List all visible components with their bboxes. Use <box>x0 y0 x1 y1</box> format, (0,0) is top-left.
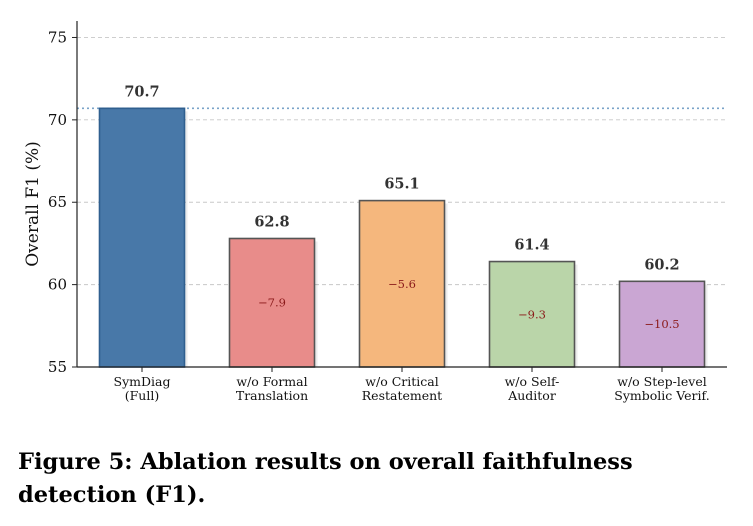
bar-delta-label: −9.3 <box>518 307 546 321</box>
bar-value-label: 65.1 <box>384 176 419 193</box>
y-tick-label: 75 <box>48 28 67 46</box>
x-category-label: Symbolic Verif. <box>614 388 709 403</box>
bar-delta-label: −7.9 <box>258 296 286 310</box>
bar <box>618 280 706 368</box>
bar <box>488 260 576 368</box>
y-tick-label: 55 <box>48 358 67 376</box>
y-tick-label: 70 <box>48 111 67 129</box>
figure-caption: Figure 5: Ablation results on overall fa… <box>18 449 633 508</box>
bar-delta-label: −10.5 <box>644 317 679 331</box>
bar-value-label: 60.2 <box>644 256 679 273</box>
y-tick-label: 60 <box>48 276 67 294</box>
x-category-label: w/o Step-level <box>617 374 706 389</box>
bar-delta-label: −5.6 <box>388 277 416 291</box>
bar <box>98 107 186 368</box>
x-category-label: Auditor <box>507 388 556 403</box>
x-category-label: w/o Critical <box>365 374 438 389</box>
x-category-label: w/o Self- <box>505 374 560 389</box>
x-category-label: Restatement <box>362 388 442 403</box>
bar <box>228 237 316 368</box>
bar-value-label: 62.8 <box>254 213 289 230</box>
y-ticks: 55 60 65 70 75 <box>48 28 77 376</box>
y-axis-label: Overall F1 (%) <box>23 141 43 267</box>
x-category-label: (Full) <box>125 388 159 403</box>
bar-value-label: 70.7 <box>124 83 159 100</box>
bar <box>358 199 446 368</box>
y-tick-label: 65 <box>48 193 67 211</box>
bar-value-label: 61.4 <box>514 237 549 254</box>
x-category-label: w/o Formal <box>236 374 307 389</box>
ablation-bar-chart: 70.7 62.8 −7.9 65.1 −5.6 61.4 −9.3 60.2 −10.5 55… <box>23 21 727 403</box>
x-category-label: Translation <box>236 388 308 403</box>
bars: 70.7 62.8 −7.9 65.1 −5.6 61.4 −9.3 60.2 −10.5 <box>98 83 708 368</box>
x-category-label: SymDiag <box>114 374 171 389</box>
